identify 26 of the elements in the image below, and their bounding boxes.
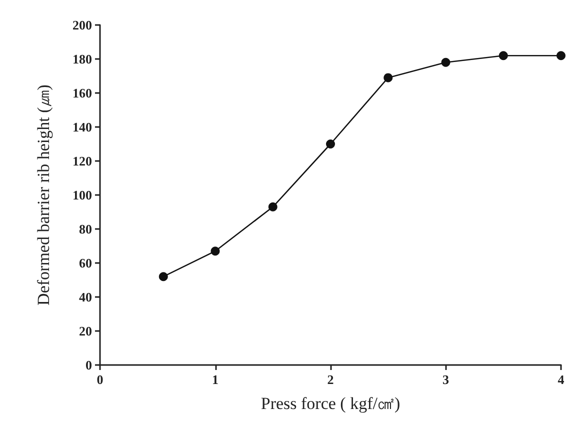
point <box>498 51 508 60</box>
point <box>158 272 168 282</box>
y-tick-label: 200 <box>72 18 92 32</box>
y-tick-label: 0 <box>86 358 92 372</box>
point <box>556 51 566 60</box>
x-tick-label: 3 <box>442 372 450 387</box>
point <box>268 202 278 212</box>
y-tick-label: 60 <box>79 256 92 270</box>
y-tick-label: 180 <box>72 52 92 66</box>
y-tick-label: 120 <box>72 154 92 168</box>
point <box>326 140 335 148</box>
point <box>441 58 450 67</box>
y-axis-title: Deformed barrier rib height (㎛) <box>34 84 53 306</box>
y-tick-label: 160 <box>72 86 92 100</box>
x-tick-label: 2 <box>327 372 334 387</box>
x-tick-label: 1 <box>212 372 218 387</box>
x-tick-label: 0 <box>96 372 104 387</box>
x-tick-label: 4 <box>558 372 565 387</box>
y-tick-label: 80 <box>79 222 92 236</box>
y-tick-label: 100 <box>72 188 92 202</box>
x-axis-title: Press force ( kgf/㎠) <box>260 394 400 413</box>
point <box>210 246 220 256</box>
point <box>384 73 393 82</box>
y-tick-label: 140 <box>72 120 92 134</box>
y-tick-label: 40 <box>79 290 92 304</box>
y-tick-label: 20 <box>79 324 92 338</box>
